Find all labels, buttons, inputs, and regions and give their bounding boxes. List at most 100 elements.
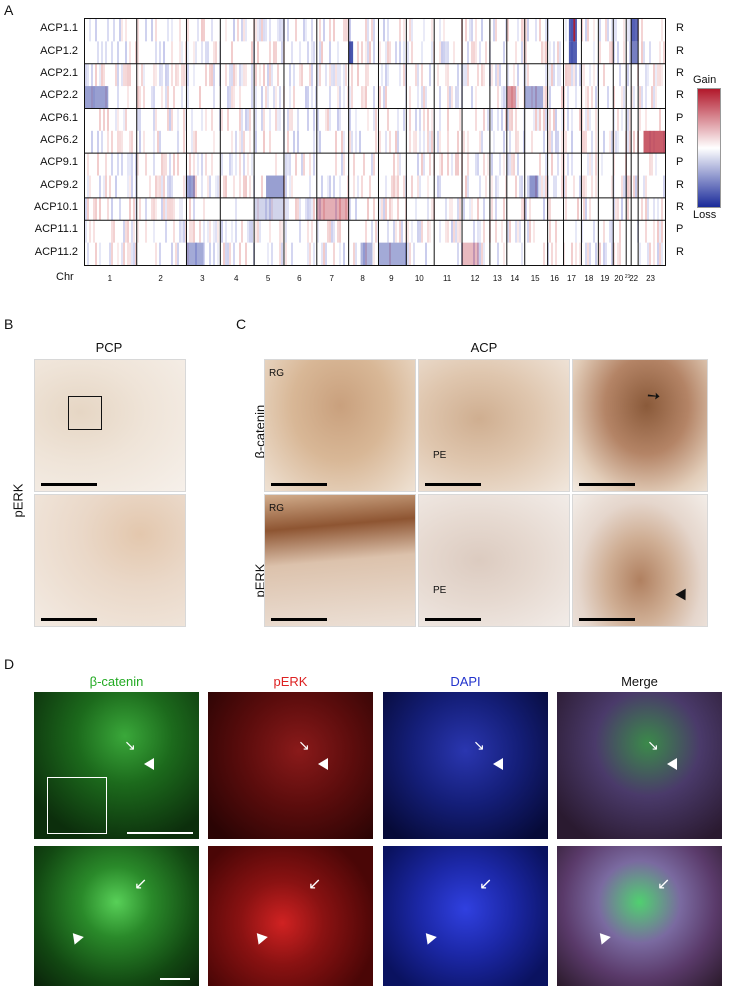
arrow-icon: ↙ — [308, 876, 322, 893]
sample-label: ACP2.2 — [40, 89, 78, 102]
channel-title-bcatenin: β-catenin — [89, 674, 144, 689]
sample-status-label: R — [676, 201, 684, 214]
pcp-column-title: PCP — [95, 340, 123, 355]
arrow-icon: ↙ — [479, 876, 493, 893]
rg-annotation: RG — [269, 503, 284, 514]
chromosome-label: 14 — [510, 274, 520, 283]
panel-letter-b: B — [4, 316, 14, 332]
sample-status-label: R — [676, 66, 684, 79]
scale-bar — [160, 978, 190, 980]
sample-label: ACP9.2 — [40, 178, 78, 191]
chromosome-label: 4 — [233, 274, 239, 283]
zoom-box — [47, 777, 107, 834]
chr-axis-label: Chr — [56, 271, 74, 283]
chromosome-label: 11 — [442, 274, 452, 283]
arrow-icon: ↘ — [473, 737, 485, 753]
chromosome-label: 23 — [646, 274, 656, 283]
sample-status-label: R — [676, 22, 684, 35]
legend-loss-label: Loss — [693, 209, 717, 221]
sample-status-label: R — [676, 134, 684, 146]
rg-annotation: RG — [269, 368, 284, 379]
pcp-low-mag-image — [34, 359, 186, 492]
channel-title-dapi: DAPI — [450, 674, 481, 689]
scale-bar — [579, 618, 635, 621]
acp-perk-mid-image: PE — [418, 494, 570, 627]
arrow-icon: ➘ — [643, 385, 665, 408]
arrowhead-icon — [595, 929, 611, 945]
arrow-icon: ↘ — [124, 737, 136, 753]
chromosome-label: 2 — [158, 274, 163, 283]
chromosome-label: 19 — [600, 274, 610, 283]
copy-number-heatmap — [84, 18, 666, 266]
chromosome-label: 16 — [550, 274, 560, 283]
heatmap-svg — [85, 19, 665, 265]
sample-status-label: R — [676, 178, 684, 191]
arrowhead-icon — [144, 758, 154, 770]
panel-letter-d: D — [4, 656, 15, 672]
if-merge-high-image: ↙ — [557, 846, 722, 986]
sample-label: ACP1.1 — [40, 22, 78, 35]
scale-bar — [41, 483, 97, 486]
arrow-icon: ↘ — [298, 737, 310, 753]
chromosome-label: 7 — [329, 274, 334, 283]
acp-column-title: ACP — [470, 340, 498, 355]
sample-status-label: P — [676, 156, 684, 169]
pe-annotation: PE — [433, 450, 447, 461]
arrow-icon: ↙ — [657, 876, 671, 893]
acp-bcatenin-low-image: RG — [264, 359, 416, 492]
chromosome-label: 20 — [614, 274, 624, 283]
if-perk-low-image: ↘ — [208, 692, 373, 839]
panel-letter-a: A — [4, 2, 14, 18]
if-merge-low-image: ↘ — [557, 692, 722, 839]
panel-letter-c: C — [236, 316, 247, 332]
arrowhead-icon — [68, 929, 84, 945]
acp-bcatenin-mid-image: PE — [418, 359, 570, 492]
chromosome-label: 12 — [470, 274, 480, 283]
chromosome-label: 5 — [265, 274, 271, 283]
if-bcatenin-low-image: ↘ — [34, 692, 199, 839]
sample-status-label: R — [676, 44, 684, 57]
scale-bar — [271, 483, 327, 486]
chromosome-label: 17 — [567, 274, 576, 283]
arrow-icon: ↙ — [134, 876, 148, 893]
chromosome-label: 13 — [492, 274, 502, 283]
if-perk-high-image: ↙ — [208, 846, 373, 986]
pcp-high-mag-image — [34, 494, 186, 627]
if-bcatenin-high-image: ↙ — [34, 846, 199, 986]
sample-status-label: P — [676, 223, 684, 236]
arrowhead-icon — [252, 929, 268, 945]
scale-bar — [579, 483, 635, 486]
channel-title-perk: pERK — [273, 674, 308, 689]
arrow-icon: ↘ — [647, 737, 659, 753]
arrowhead-icon — [667, 758, 677, 770]
scale-bar — [425, 483, 481, 486]
if-dapi-low-image: ↘ — [383, 692, 548, 839]
sample-label: ACP2.1 — [40, 66, 78, 79]
pe-annotation: PE — [433, 585, 447, 596]
chromosome-label: 1 — [107, 274, 113, 283]
sample-status-label: P — [676, 111, 684, 124]
chromosome-label: 3 — [200, 274, 205, 283]
arrowhead-icon — [421, 929, 437, 945]
arrowhead-icon — [675, 588, 691, 604]
scale-bar — [41, 618, 97, 621]
chromosome-label: 21 — [624, 274, 631, 280]
sample-status-label: R — [676, 89, 684, 102]
chromosome-label: 8 — [360, 274, 365, 283]
scale-bar — [425, 618, 481, 621]
arrowhead-icon — [318, 758, 328, 770]
scale-bar — [127, 832, 193, 834]
sample-label: ACP10.1 — [33, 201, 78, 214]
acp-bcatenin-high-image: ➘ — [572, 359, 708, 492]
acp-perk-low-image: RG — [264, 494, 416, 627]
pcp-row-title: pERK — [10, 483, 26, 518]
legend-colorbar — [697, 88, 721, 208]
sample-label: ACP11.2 — [34, 245, 78, 258]
chromosome-label: 22 — [629, 274, 639, 283]
chromosome-label: 15 — [530, 274, 540, 283]
chromosome-label: 10 — [414, 274, 424, 283]
scale-bar — [271, 618, 327, 621]
sample-label: ACP6.1 — [40, 111, 78, 124]
arrowhead-icon — [493, 758, 503, 770]
zoom-box — [68, 396, 102, 430]
